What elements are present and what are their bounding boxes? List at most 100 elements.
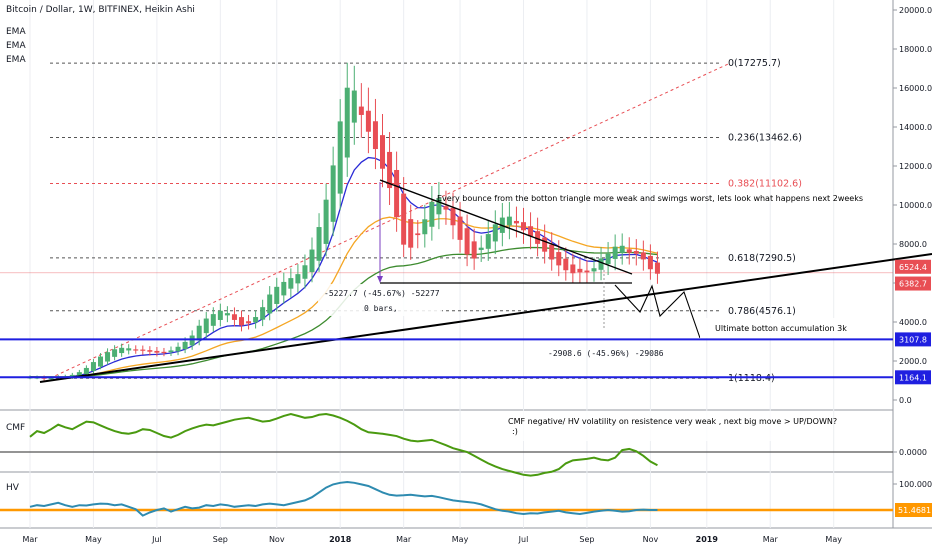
fib-level-label: 0(17275.7)	[728, 58, 781, 69]
candle-body	[316, 227, 322, 261]
cmf-label: CMF	[6, 423, 25, 433]
time-tick-label: Nov	[643, 535, 659, 544]
candle-body	[654, 262, 660, 274]
price-axis[interactable]: 0.02000.04000.06000.08000.010000.012000.…	[893, 6, 932, 405]
ema-fast-line	[29, 156, 658, 379]
price-tick-label: 20000.0	[899, 6, 932, 15]
candle-body	[196, 325, 202, 341]
cmf-tick-label: 0.0000	[899, 448, 927, 457]
hv-value-tag	[895, 503, 932, 517]
fib-level-label: 0.382(11102.6)	[728, 178, 802, 189]
candle-body	[69, 374, 75, 377]
accumulation-note: Ultimate botton accumulation 3k	[715, 324, 847, 333]
cmf-note-line2: :)	[512, 427, 518, 436]
candle-body	[288, 278, 294, 289]
hv-tick-label: 100.0000	[899, 480, 932, 489]
fib-level-label: 1(1118.4)	[728, 373, 775, 384]
candle-body	[394, 169, 400, 218]
candle-body	[365, 110, 371, 132]
candle-body	[210, 314, 216, 326]
time-tick-label: Sep	[579, 535, 594, 544]
ema-mid-line	[29, 216, 658, 378]
price-tick-label: 10000.0	[899, 201, 932, 210]
projection-path[interactable]	[614, 284, 701, 339]
cmf-note-box	[498, 411, 818, 441]
cmf-line	[29, 412, 658, 477]
trend-drawings[interactable]	[39, 179, 932, 383]
candle-body	[140, 349, 146, 351]
indicator-ema-2[interactable]: EMA	[6, 41, 26, 51]
candle-body	[570, 264, 576, 274]
candle-body	[471, 241, 477, 259]
candle-body	[372, 121, 378, 150]
candle-body	[189, 335, 195, 346]
candle-body	[182, 341, 188, 350]
candle-body	[401, 193, 407, 245]
descending-triangle-top[interactable]	[379, 179, 633, 275]
measure-1-line2: 0 bars,	[364, 304, 398, 313]
time-tick-label: Sep	[213, 535, 228, 544]
measure-arrowhead-1	[377, 276, 383, 283]
candle-body	[267, 294, 273, 314]
candle-body	[239, 317, 244, 326]
candle-body	[330, 165, 336, 222]
indicator-ema-1[interactable]: EMA	[6, 27, 26, 37]
candle-body	[351, 90, 357, 123]
time-tick-label: Jul	[518, 535, 529, 544]
fib-level-label: 0.618(7290.5)	[728, 253, 796, 264]
candle-body	[147, 350, 153, 352]
ema-price-label: 6524.4	[899, 263, 927, 272]
ema-price-tag	[895, 259, 931, 274]
candle-body	[563, 258, 569, 271]
candle-body	[112, 349, 118, 357]
candle-body	[323, 199, 329, 244]
support-lines[interactable]: 3107.8 1164.1	[0, 332, 931, 385]
uptrend-support-line[interactable]	[39, 253, 932, 383]
candle-body	[556, 252, 562, 266]
candle-body	[83, 367, 89, 375]
time-tick-label: Jul	[151, 535, 162, 544]
candle-body	[337, 121, 343, 194]
price-tick-label: 8000.0	[899, 240, 927, 249]
fib-level-label: 0.786(4576.1)	[728, 306, 796, 317]
candle-body	[485, 234, 491, 249]
measure-1-line1: -5227.7 (-45.67%) -52277	[324, 289, 440, 298]
candle-body	[217, 310, 223, 320]
time-tick-label: 2019	[696, 535, 719, 544]
candle-body	[506, 216, 512, 226]
candle-body	[647, 255, 653, 270]
chart-title: Bitcoin / Dollar, 1W, BITFINEX, Heikin A…	[6, 5, 195, 15]
cmf-pane: 0.0000	[0, 412, 927, 477]
time-tick-label: May	[85, 535, 102, 544]
candle-body	[253, 317, 259, 323]
candle-body	[464, 228, 470, 255]
price-tick-label: 14000.0	[899, 123, 932, 132]
candle-body	[98, 356, 103, 367]
candle-body	[542, 237, 548, 252]
candle-body	[513, 220, 519, 224]
time-tick-label: 2018	[329, 535, 352, 544]
candle-body	[436, 198, 442, 215]
hv-label: HV	[6, 483, 20, 493]
price-tick-label: 2000.0	[899, 357, 927, 366]
candle-body	[281, 281, 287, 296]
time-tick-label: May	[452, 535, 469, 544]
candle-body	[450, 207, 456, 226]
measure-box-1	[318, 284, 442, 316]
candle-body	[640, 252, 646, 260]
candle-body	[119, 347, 125, 354]
accumulation-note-box	[700, 318, 840, 338]
ema-price-tag	[895, 276, 931, 291]
candle-body	[457, 216, 463, 240]
time-axis[interactable]: Mar May Jul Sep Nov 2018 Mar May Jul Sep Nov 2019 Ma…	[22, 535, 842, 544]
candle-body	[48, 378, 54, 380]
ema-price-label: 6382.7	[899, 280, 927, 289]
candle-body	[295, 274, 301, 284]
price-tick-label: 16000.0	[899, 84, 932, 93]
candle-body	[154, 350, 160, 353]
indicator-ema-3[interactable]: EMA	[6, 55, 26, 65]
chart-header: Bitcoin / Dollar, 1W, BITFINEX, Heikin A…	[6, 5, 195, 65]
candle-body	[246, 321, 252, 324]
